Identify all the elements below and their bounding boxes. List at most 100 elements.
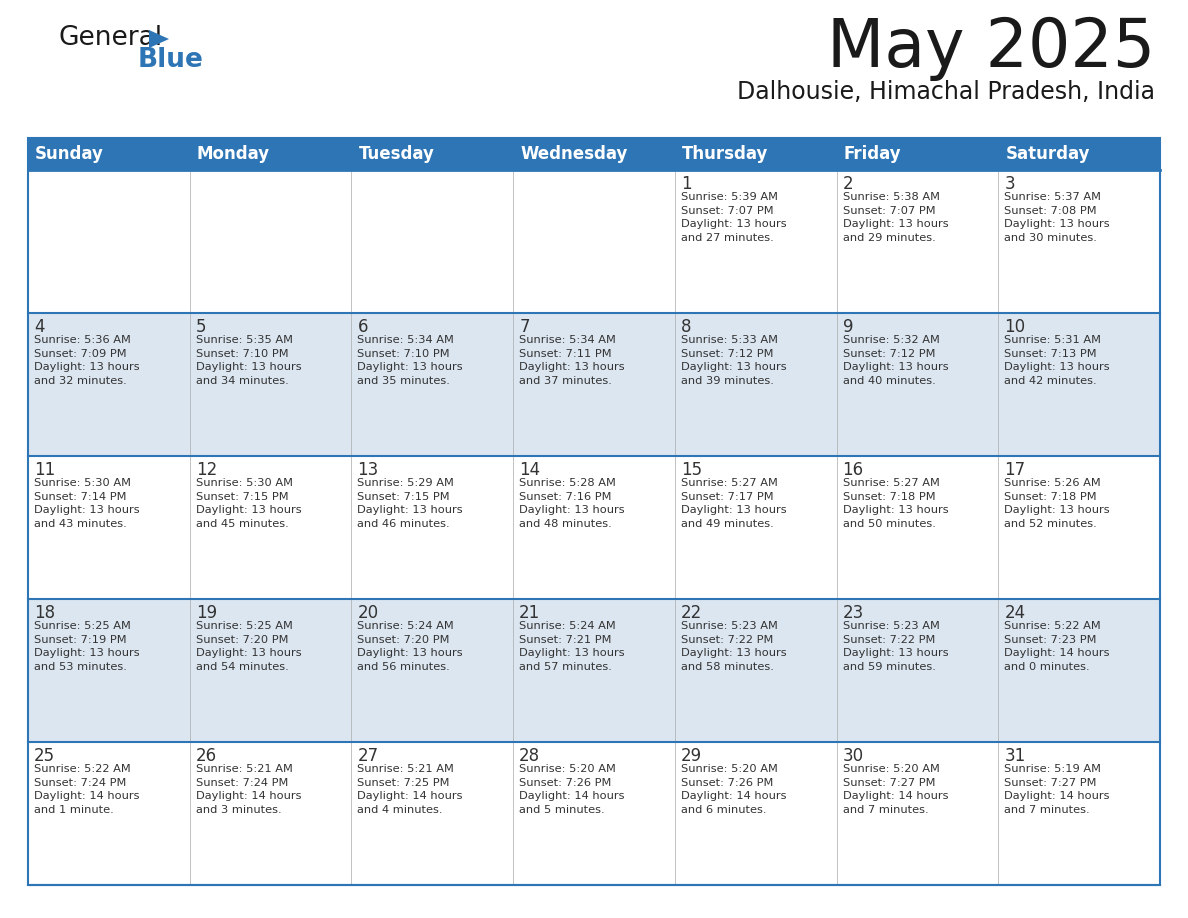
Text: 13: 13 [358,461,379,479]
Text: 19: 19 [196,604,217,622]
Bar [998,599,1159,742]
Text: 31: 31 [1004,747,1025,765]
Text: Sunrise: 5:27 AM
Sunset: 7:17 PM
Daylight: 13 hours
and 49 minutes.: Sunrise: 5:27 AM Sunset: 7:17 PM Dayligh… [681,478,786,529]
Text: Sunrise: 5:24 AM
Sunset: 7:21 PM
Daylight: 13 hours
and 57 minutes.: Sunrise: 5:24 AM Sunset: 7:21 PM Dayligh… [519,621,625,672]
Bar [29,138,1159,885]
Text: Dalhousie, Himachal Pradesh, India: Dalhousie, Himachal Pradesh, India [737,80,1155,104]
Text: 2: 2 [842,175,853,193]
Bar [998,742,1159,885]
Text: Sunrise: 5:33 AM
Sunset: 7:12 PM
Daylight: 13 hours
and 39 minutes.: Sunrise: 5:33 AM Sunset: 7:12 PM Dayligh… [681,335,786,386]
Bar [836,742,998,885]
Text: 12: 12 [196,461,217,479]
Text: Sunrise: 5:27 AM
Sunset: 7:18 PM
Daylight: 13 hours
and 50 minutes.: Sunrise: 5:27 AM Sunset: 7:18 PM Dayligh… [842,478,948,529]
Polygon shape [148,30,169,48]
Text: Sunday: Sunday [34,145,103,163]
Text: 1: 1 [681,175,691,193]
Bar [675,742,836,885]
Bar [352,170,513,313]
Text: Sunrise: 5:24 AM
Sunset: 7:20 PM
Daylight: 13 hours
and 56 minutes.: Sunrise: 5:24 AM Sunset: 7:20 PM Dayligh… [358,621,463,672]
Bar [352,742,513,885]
Text: Friday: Friday [843,145,902,163]
Text: 23: 23 [842,604,864,622]
Bar [513,313,675,456]
Text: Sunrise: 5:25 AM
Sunset: 7:19 PM
Daylight: 13 hours
and 53 minutes.: Sunrise: 5:25 AM Sunset: 7:19 PM Dayligh… [34,621,140,672]
Text: 27: 27 [358,747,379,765]
Bar [190,599,352,742]
Text: Tuesday: Tuesday [359,145,435,163]
Text: 29: 29 [681,747,702,765]
Text: 20: 20 [358,604,379,622]
Bar [352,313,513,456]
Bar [513,456,675,599]
Bar [190,742,352,885]
Bar [998,456,1159,599]
Text: Monday: Monday [197,145,270,163]
Text: Sunrise: 5:34 AM
Sunset: 7:11 PM
Daylight: 13 hours
and 37 minutes.: Sunrise: 5:34 AM Sunset: 7:11 PM Dayligh… [519,335,625,386]
Text: Sunrise: 5:38 AM
Sunset: 7:07 PM
Daylight: 13 hours
and 29 minutes.: Sunrise: 5:38 AM Sunset: 7:07 PM Dayligh… [842,192,948,242]
Text: Sunrise: 5:36 AM
Sunset: 7:09 PM
Daylight: 13 hours
and 32 minutes.: Sunrise: 5:36 AM Sunset: 7:09 PM Dayligh… [34,335,140,386]
Text: Sunrise: 5:35 AM
Sunset: 7:10 PM
Daylight: 13 hours
and 34 minutes.: Sunrise: 5:35 AM Sunset: 7:10 PM Dayligh… [196,335,302,386]
Text: Sunrise: 5:21 AM
Sunset: 7:25 PM
Daylight: 14 hours
and 4 minutes.: Sunrise: 5:21 AM Sunset: 7:25 PM Dayligh… [358,764,463,815]
Bar [29,138,1159,170]
Bar [675,170,836,313]
Text: Sunrise: 5:23 AM
Sunset: 7:22 PM
Daylight: 13 hours
and 59 minutes.: Sunrise: 5:23 AM Sunset: 7:22 PM Dayligh… [842,621,948,672]
Bar [29,456,190,599]
Bar [675,456,836,599]
Bar [29,170,190,313]
Text: Sunrise: 5:31 AM
Sunset: 7:13 PM
Daylight: 13 hours
and 42 minutes.: Sunrise: 5:31 AM Sunset: 7:13 PM Dayligh… [1004,335,1110,386]
Bar [836,170,998,313]
Text: 22: 22 [681,604,702,622]
Text: Sunrise: 5:39 AM
Sunset: 7:07 PM
Daylight: 13 hours
and 27 minutes.: Sunrise: 5:39 AM Sunset: 7:07 PM Dayligh… [681,192,786,242]
Text: Sunrise: 5:22 AM
Sunset: 7:23 PM
Daylight: 14 hours
and 0 minutes.: Sunrise: 5:22 AM Sunset: 7:23 PM Dayligh… [1004,621,1110,672]
Text: Sunrise: 5:37 AM
Sunset: 7:08 PM
Daylight: 13 hours
and 30 minutes.: Sunrise: 5:37 AM Sunset: 7:08 PM Dayligh… [1004,192,1110,242]
Text: Sunrise: 5:20 AM
Sunset: 7:26 PM
Daylight: 14 hours
and 5 minutes.: Sunrise: 5:20 AM Sunset: 7:26 PM Dayligh… [519,764,625,815]
Text: 11: 11 [34,461,56,479]
Text: 26: 26 [196,747,217,765]
Text: 14: 14 [519,461,541,479]
Text: 21: 21 [519,604,541,622]
Text: 30: 30 [842,747,864,765]
Text: 28: 28 [519,747,541,765]
Text: 16: 16 [842,461,864,479]
Bar [190,456,352,599]
Text: Sunrise: 5:34 AM
Sunset: 7:10 PM
Daylight: 13 hours
and 35 minutes.: Sunrise: 5:34 AM Sunset: 7:10 PM Dayligh… [358,335,463,386]
Text: Blue: Blue [138,47,204,73]
Bar [352,456,513,599]
Bar [836,313,998,456]
Text: Wednesday: Wednesday [520,145,627,163]
Bar [352,599,513,742]
Bar [998,313,1159,456]
Text: Sunrise: 5:32 AM
Sunset: 7:12 PM
Daylight: 13 hours
and 40 minutes.: Sunrise: 5:32 AM Sunset: 7:12 PM Dayligh… [842,335,948,386]
Text: Sunrise: 5:29 AM
Sunset: 7:15 PM
Daylight: 13 hours
and 46 minutes.: Sunrise: 5:29 AM Sunset: 7:15 PM Dayligh… [358,478,463,529]
Text: 10: 10 [1004,318,1025,336]
Bar [836,456,998,599]
Text: Sunrise: 5:20 AM
Sunset: 7:27 PM
Daylight: 14 hours
and 7 minutes.: Sunrise: 5:20 AM Sunset: 7:27 PM Dayligh… [842,764,948,815]
Text: Sunrise: 5:19 AM
Sunset: 7:27 PM
Daylight: 14 hours
and 7 minutes.: Sunrise: 5:19 AM Sunset: 7:27 PM Dayligh… [1004,764,1110,815]
Text: Sunrise: 5:22 AM
Sunset: 7:24 PM
Daylight: 14 hours
and 1 minute.: Sunrise: 5:22 AM Sunset: 7:24 PM Dayligh… [34,764,139,815]
Text: Thursday: Thursday [682,145,769,163]
Text: Sunrise: 5:20 AM
Sunset: 7:26 PM
Daylight: 14 hours
and 6 minutes.: Sunrise: 5:20 AM Sunset: 7:26 PM Dayligh… [681,764,786,815]
Bar [513,742,675,885]
Bar [513,170,675,313]
Bar [29,313,190,456]
Text: Sunrise: 5:26 AM
Sunset: 7:18 PM
Daylight: 13 hours
and 52 minutes.: Sunrise: 5:26 AM Sunset: 7:18 PM Dayligh… [1004,478,1110,529]
Text: Sunrise: 5:25 AM
Sunset: 7:20 PM
Daylight: 13 hours
and 54 minutes.: Sunrise: 5:25 AM Sunset: 7:20 PM Dayligh… [196,621,302,672]
Text: 5: 5 [196,318,207,336]
Text: 24: 24 [1004,604,1025,622]
Text: May 2025: May 2025 [827,15,1155,81]
Text: 17: 17 [1004,461,1025,479]
Text: 18: 18 [34,604,55,622]
Text: 7: 7 [519,318,530,336]
Text: Sunrise: 5:30 AM
Sunset: 7:14 PM
Daylight: 13 hours
and 43 minutes.: Sunrise: 5:30 AM Sunset: 7:14 PM Dayligh… [34,478,140,529]
Text: 9: 9 [842,318,853,336]
Bar [836,599,998,742]
Text: Sunrise: 5:30 AM
Sunset: 7:15 PM
Daylight: 13 hours
and 45 minutes.: Sunrise: 5:30 AM Sunset: 7:15 PM Dayligh… [196,478,302,529]
Text: 4: 4 [34,318,44,336]
Text: 15: 15 [681,461,702,479]
Bar [513,599,675,742]
Text: 25: 25 [34,747,55,765]
Text: 3: 3 [1004,175,1015,193]
Bar [29,599,190,742]
Text: 6: 6 [358,318,368,336]
Bar [675,599,836,742]
